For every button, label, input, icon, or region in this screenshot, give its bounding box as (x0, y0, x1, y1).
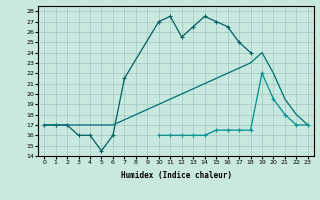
X-axis label: Humidex (Indice chaleur): Humidex (Indice chaleur) (121, 171, 231, 180)
